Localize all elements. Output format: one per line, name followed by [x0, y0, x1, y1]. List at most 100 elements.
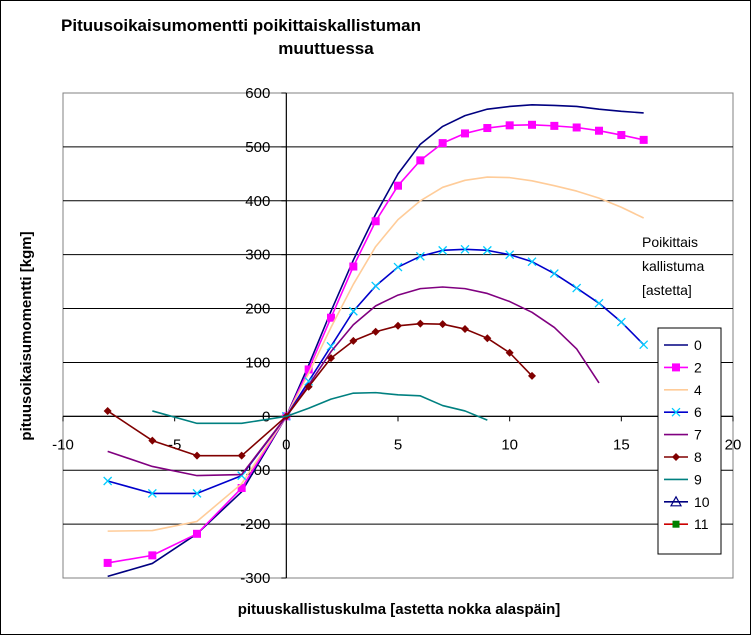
y-tick-label: 500 — [245, 139, 270, 156]
y-tick-label: 300 — [245, 247, 270, 264]
legend-title-line-3: [astetta] — [642, 282, 692, 298]
legend-label: 8 — [694, 449, 702, 465]
data-point — [394, 321, 402, 330]
series-7 — [107, 286, 600, 477]
series-8 — [103, 319, 536, 460]
data-point — [594, 298, 604, 308]
data-point — [416, 156, 425, 165]
chart-title-line-1: Pituusoikaisumomentti poikittaiskallistu… — [61, 16, 421, 35]
data-point — [528, 371, 536, 380]
data-point — [461, 325, 469, 334]
y-tick-label: 200 — [245, 301, 270, 318]
y-tick-label: 0 — [262, 408, 270, 425]
series-0 — [107, 104, 644, 578]
y-tick-label: 400 — [245, 193, 270, 210]
legend-item: 2 — [664, 359, 702, 375]
data-point — [549, 269, 559, 278]
y-tick-label: -300 — [240, 570, 270, 587]
x-tick-label: -10 — [52, 436, 74, 453]
data-point — [672, 453, 680, 461]
data-point — [616, 317, 626, 327]
data-point — [193, 529, 201, 538]
data-point — [304, 382, 313, 391]
data-point — [572, 123, 581, 132]
data-point — [505, 121, 514, 130]
y-axis-label: pituusoikaisumomentti [kgm] — [18, 231, 35, 440]
legend-label: 0 — [694, 337, 702, 353]
y-tick-label: 600 — [245, 85, 270, 102]
data-point — [438, 320, 447, 329]
legend-item: 10 — [664, 494, 710, 510]
data-point — [237, 471, 247, 481]
series-layer — [103, 104, 649, 578]
series-line — [107, 176, 645, 532]
series-line — [107, 322, 533, 457]
legend-label: 10 — [694, 494, 710, 510]
data-point — [349, 336, 358, 345]
y-tick-label: 100 — [245, 354, 270, 371]
data-point — [639, 135, 648, 144]
data-point — [672, 363, 680, 372]
y-tick-label: -200 — [240, 516, 270, 533]
legend-label: 2 — [694, 359, 702, 375]
data-point — [438, 139, 447, 148]
legend-label: 7 — [694, 427, 702, 443]
data-point — [371, 217, 380, 226]
x-tick-label: 10 — [501, 436, 518, 453]
data-point — [550, 121, 559, 130]
legend-item: 11 — [664, 516, 709, 532]
legend-item: 0 — [664, 337, 702, 353]
data-point — [193, 451, 201, 460]
series-line — [152, 391, 488, 425]
legend-title-line-2: kallistuma — [642, 258, 704, 274]
legend-item: 6 — [664, 404, 702, 420]
data-point — [103, 558, 112, 567]
data-point — [528, 120, 536, 129]
data-point — [669, 495, 683, 507]
data-point — [393, 262, 403, 272]
legend-label: 9 — [694, 471, 702, 487]
data-point — [103, 406, 112, 415]
data-point — [460, 244, 470, 254]
data-point — [192, 488, 202, 498]
legend-label: 11 — [694, 516, 709, 532]
legend-item: 4 — [664, 382, 702, 398]
x-tick-label: 20 — [725, 436, 742, 453]
data-point — [482, 245, 492, 255]
series-2 — [103, 120, 648, 567]
series-line — [107, 286, 600, 477]
data-point — [304, 365, 313, 374]
legend-item: 8 — [664, 449, 702, 465]
data-point — [147, 488, 157, 498]
legend-item: 7 — [664, 427, 702, 443]
legend-title-line-1: Poikittais — [642, 234, 698, 250]
x-axis-label: pituuskallistuskulma [astetta nokka alas… — [238, 601, 561, 618]
data-point — [349, 262, 358, 271]
plot-area — [62, 92, 734, 579]
data-point — [415, 251, 425, 261]
legend-item: 9 — [664, 471, 702, 487]
legend-box — [657, 327, 722, 555]
data-point — [483, 334, 492, 343]
legend-items: 0 2 4 6 7 8 9 10 11 — [664, 337, 710, 532]
chart-title-line-2: muuttuessa — [278, 39, 374, 58]
data-point — [416, 319, 425, 328]
series-4 — [107, 176, 645, 532]
x-tick-labels: -10 -5 0 5 10 15 20 — [52, 436, 741, 453]
data-point — [639, 340, 649, 350]
x-tick-label: 15 — [613, 436, 630, 453]
data-point — [672, 520, 680, 528]
data-point — [237, 451, 246, 460]
data-point — [438, 245, 448, 255]
data-point — [394, 181, 402, 190]
legend-label: 4 — [694, 382, 702, 398]
data-point — [327, 354, 335, 363]
x-tick-label: 0 — [282, 436, 290, 453]
data-point — [148, 551, 157, 560]
series-line — [107, 104, 644, 578]
series-9 — [152, 391, 488, 425]
data-point — [617, 131, 626, 140]
